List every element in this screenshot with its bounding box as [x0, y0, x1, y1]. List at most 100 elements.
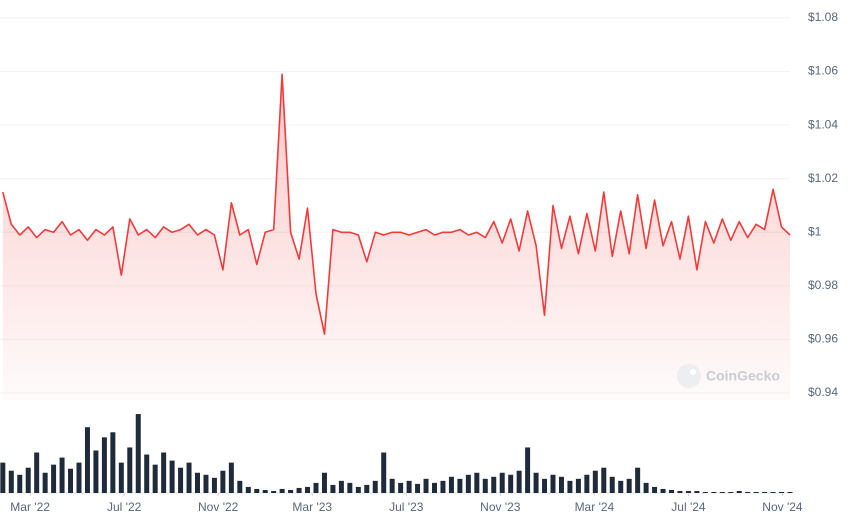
volume-bar	[702, 491, 708, 493]
volume-bar	[68, 468, 74, 493]
watermark-logo	[677, 364, 701, 388]
volume-bar	[8, 470, 14, 493]
y-tick-label: $1.02	[808, 171, 838, 185]
volume-bar	[415, 483, 421, 493]
volume-bar	[787, 491, 793, 493]
volume-bar	[59, 457, 65, 493]
price-line	[2, 73, 791, 335]
volume-bar	[355, 486, 361, 493]
volume-bar	[575, 478, 581, 493]
volume-bar	[584, 474, 590, 493]
volume-bar	[34, 452, 40, 493]
volume-bar	[550, 474, 556, 493]
volume-bar	[694, 490, 700, 493]
y-tick-label: $0.98	[808, 278, 838, 292]
volume-bar	[161, 452, 167, 493]
y-tick-label: $1.06	[808, 64, 838, 78]
volume-bar	[84, 427, 90, 493]
volume-bar	[211, 477, 217, 493]
volume-bar	[711, 491, 717, 493]
volume-bar	[474, 472, 480, 493]
volume-bar	[118, 462, 124, 493]
volume-bar	[728, 491, 734, 493]
volume-bar	[567, 480, 573, 493]
volume-bar	[601, 467, 607, 493]
volume-bar	[220, 470, 226, 493]
volume-bar	[321, 472, 327, 493]
volume-bar	[762, 491, 768, 493]
volume-bar	[643, 482, 649, 493]
volume-bar	[626, 478, 632, 493]
volume-bar	[93, 450, 99, 493]
volume-bar	[432, 482, 437, 493]
volume-bar	[203, 474, 209, 493]
volume-bar	[491, 476, 497, 493]
x-tick-label: Jul '23	[389, 500, 424, 514]
x-tick-label: Nov '22	[198, 500, 239, 514]
x-tick-label: Mar '23	[292, 500, 332, 514]
volume-bar	[448, 476, 454, 493]
volume-bar	[237, 480, 243, 493]
volume-bar	[186, 462, 192, 493]
volume-bar	[135, 414, 141, 493]
volume-bar	[271, 490, 277, 493]
y-tick-label: $1.08	[808, 10, 838, 24]
y-tick-label: $1.04	[808, 117, 838, 131]
volume-bar	[152, 464, 158, 493]
volume-bar	[279, 488, 285, 493]
volume-bar	[779, 491, 785, 493]
volume-bar	[736, 490, 742, 493]
volume-bar	[381, 452, 387, 493]
volume-bar	[525, 447, 531, 493]
volume-bar	[42, 472, 48, 493]
volume-bar	[609, 476, 615, 493]
volume-bar	[110, 432, 116, 493]
volume-bar	[406, 480, 412, 493]
volume-bar	[423, 478, 429, 493]
volume-bar	[254, 488, 260, 493]
x-tick-label: Jul '24	[671, 500, 706, 514]
volume-bar	[262, 489, 268, 493]
volume-bar	[25, 467, 31, 493]
volume-bar	[389, 478, 395, 493]
volume-bar	[0, 462, 6, 493]
volume-bar	[178, 467, 184, 493]
volume-bar	[669, 489, 674, 493]
volume-bar	[753, 491, 759, 493]
volume-bar	[305, 486, 311, 493]
volume-bar	[482, 478, 488, 493]
price-area	[2, 74, 791, 401]
volume-bar	[677, 490, 683, 493]
volume-bar	[652, 486, 658, 493]
volume-bar	[228, 462, 234, 493]
volume-bar	[499, 472, 505, 493]
volume-bar	[533, 472, 539, 493]
volume-bar	[101, 437, 107, 493]
volume-bar	[330, 484, 336, 493]
volume-bar	[719, 491, 725, 493]
volume-bar	[745, 491, 751, 493]
volume-bar	[542, 478, 548, 493]
volume-bar	[440, 480, 446, 493]
y-tick-label: $0.96	[808, 332, 838, 346]
volume-bar	[465, 474, 471, 493]
volume-bar	[398, 482, 404, 493]
volume-bar	[592, 470, 598, 493]
watermark: CoinGecko	[706, 368, 780, 384]
volume-bar	[288, 489, 294, 493]
volume-bar	[457, 478, 463, 493]
x-tick-label: Nov '23	[480, 500, 521, 514]
volume-bar	[17, 474, 23, 493]
x-tick-label: Mar '22	[10, 500, 50, 514]
volume-bar	[558, 476, 564, 493]
volume-bar	[685, 490, 691, 493]
volume-bar	[76, 462, 82, 493]
volume-bar	[516, 470, 522, 493]
volume-bar	[372, 480, 378, 493]
volume-bar	[618, 480, 624, 493]
volume-bar	[635, 467, 641, 493]
volume-bar	[245, 486, 251, 493]
volume-bar	[508, 474, 514, 493]
volume-bar	[347, 482, 353, 493]
